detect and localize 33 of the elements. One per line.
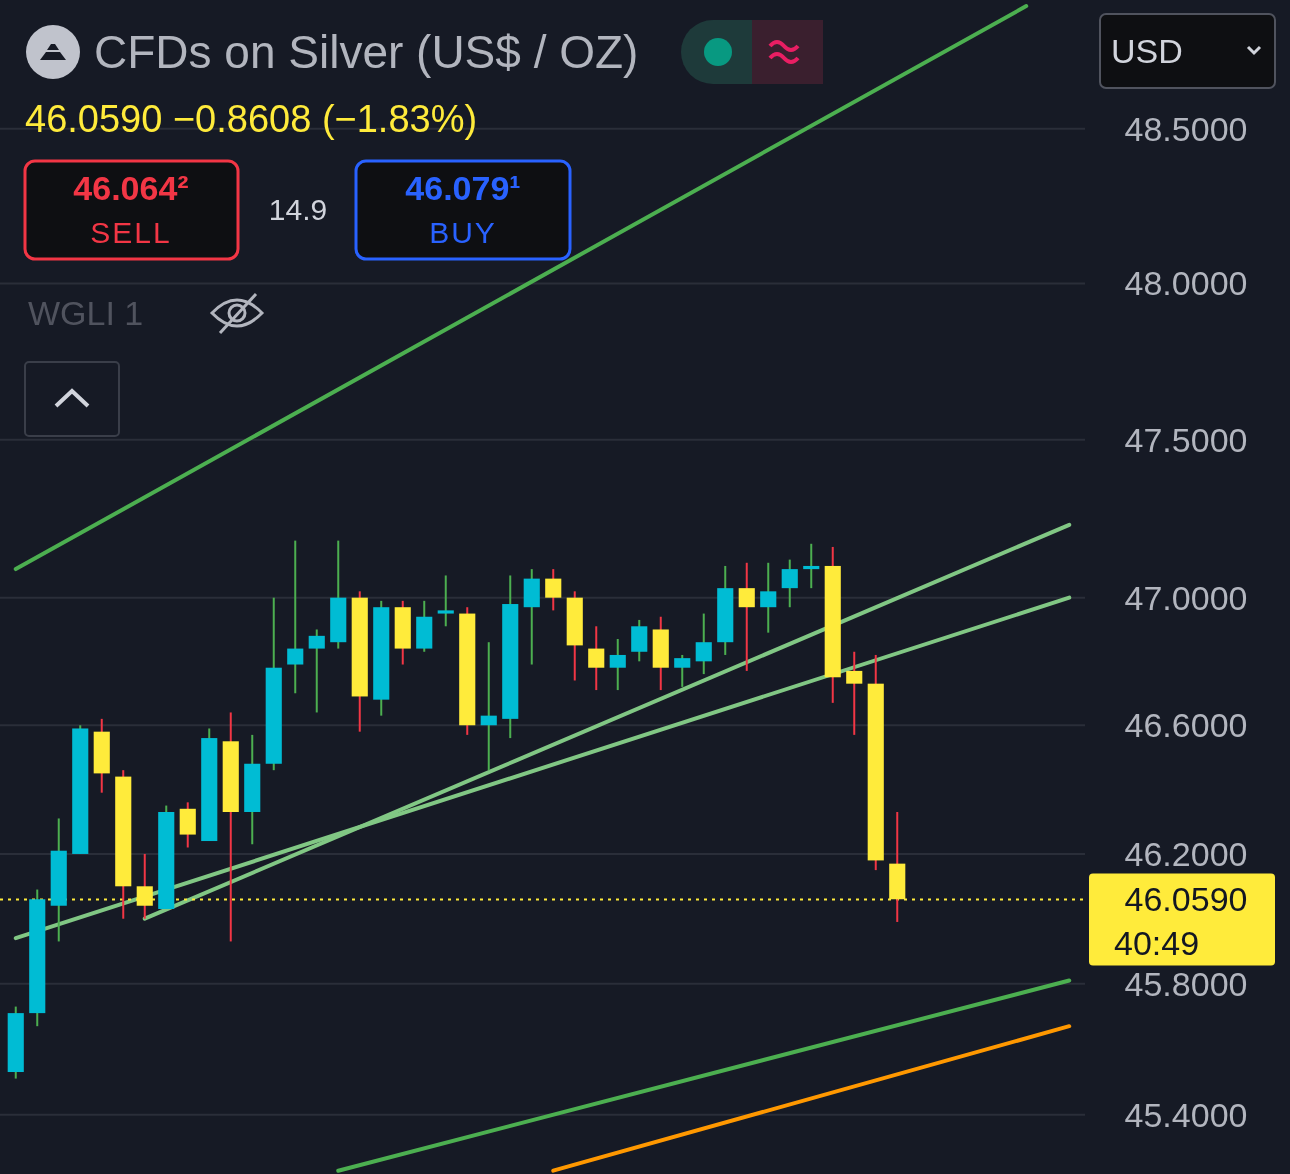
annotation: 14.9 xyxy=(268,192,328,226)
candlestick xyxy=(437,574,454,628)
candlestick xyxy=(308,628,325,714)
y-tick-label: 47.0000 xyxy=(1124,578,1248,617)
candlestick xyxy=(609,638,626,692)
y-tick-label: 46.6000 xyxy=(1124,706,1248,745)
annotation: WGLI 1 xyxy=(28,293,144,332)
annotation: 46.064² xyxy=(73,168,189,207)
candlestick xyxy=(287,539,304,695)
candlestick xyxy=(738,561,755,672)
y-tick-label: 47.5000 xyxy=(1124,420,1248,459)
annotation: 46.079¹ xyxy=(405,168,521,207)
y-tick-label: 48.0000 xyxy=(1124,264,1248,303)
candlestick xyxy=(695,612,712,676)
candlestick xyxy=(781,558,798,609)
candlestick xyxy=(545,568,562,612)
ref-line-label: 46.0590 xyxy=(1124,880,1248,919)
annotation: BUY xyxy=(429,215,497,249)
text: CFDs on Silver (US$ / OZ) xyxy=(94,26,639,79)
candlestick xyxy=(760,561,777,634)
text: 46.0590 −0.8608 (−1.83%) xyxy=(25,98,478,141)
y-tick-label: 45.4000 xyxy=(1124,1095,1248,1134)
y-tick-label: 46.2000 xyxy=(1124,834,1248,873)
y-tick-label: 48.5000 xyxy=(1124,109,1248,148)
annotation: SELL xyxy=(90,215,172,249)
candlestick xyxy=(846,650,863,736)
text: 40:49 xyxy=(1114,924,1200,963)
y-tick-label: 45.8000 xyxy=(1124,964,1248,1003)
candlestick xyxy=(803,542,820,590)
candlestick xyxy=(674,653,691,688)
text: USD xyxy=(1111,31,1183,70)
candlestick xyxy=(480,641,497,772)
candlestick xyxy=(588,625,605,692)
